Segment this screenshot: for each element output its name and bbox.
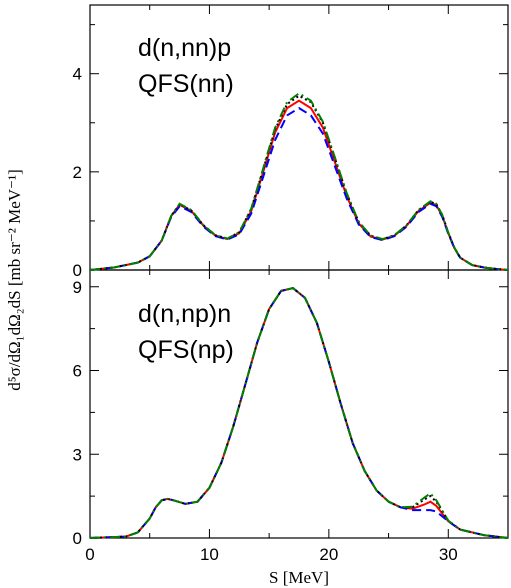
- y-tick-label: 6: [73, 362, 82, 381]
- series-lines: [89, 92, 509, 539]
- top-annotation-line-1: d(n,nn)p: [138, 34, 231, 62]
- x-tick-label: 10: [200, 545, 219, 564]
- y-tick-label: 3: [73, 445, 82, 464]
- x-tick-label: 20: [319, 545, 338, 564]
- series-line-4: [89, 92, 509, 271]
- series-line-3: [89, 94, 509, 271]
- bottom-annotation-line-2: QFS(np): [138, 336, 234, 364]
- y-axis-label: d⁵σ/dΩ₁dΩ₂dS [mb sr⁻² MeV⁻¹]: [5, 169, 24, 391]
- series-line-4: [89, 287, 509, 539]
- top-annotation-line-2: QFS(nn): [138, 70, 234, 98]
- y-tick-label: 2: [73, 163, 82, 182]
- y-tick-label: 4: [73, 65, 82, 84]
- bottom-panel-frame: [89, 269, 509, 539]
- series-line-2: [89, 106, 509, 271]
- y-tick-label: 0: [73, 261, 82, 280]
- x-tick-label: 0: [85, 545, 94, 564]
- bottom-annotation-line-1: d(n,np)n: [138, 300, 231, 328]
- x-tick-label: 30: [439, 545, 458, 564]
- series-line-1: [89, 99, 509, 271]
- y-tick-label: 0: [73, 529, 82, 548]
- x-axis-label: S [MeV]: [269, 568, 329, 587]
- y-tick-label: 9: [73, 278, 82, 297]
